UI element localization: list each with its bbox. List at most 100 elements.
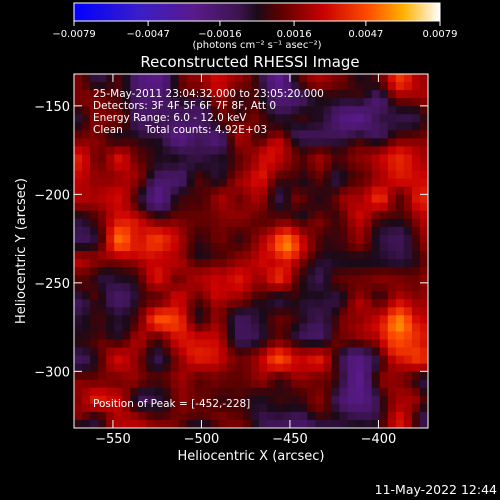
- heatmap-cell: [226, 90, 236, 99]
- heatmap-cell: [371, 419, 381, 429]
- heatmap-cell: [106, 202, 115, 212]
- heatmap-cell: [234, 114, 244, 123]
- heatmap-cell: [122, 194, 131, 204]
- heatmap-cell: [307, 170, 316, 179]
- heatmap-cell: [130, 170, 139, 179]
- heatmap-cell: [114, 395, 123, 405]
- heatmap-cell: [387, 154, 397, 163]
- heatmap-cell: [90, 387, 99, 397]
- heatmap-cell: [331, 138, 340, 147]
- heatmap-cell: [419, 194, 429, 204]
- heatmap-cell: [178, 411, 188, 421]
- heatmap-cell: [194, 251, 204, 260]
- heatmap-cell: [186, 154, 196, 163]
- heatmap-cell: [146, 315, 155, 324]
- heatmap-cell: [363, 122, 373, 131]
- heatmap-cell: [387, 387, 397, 397]
- heatmap-cell: [234, 202, 244, 212]
- colorbar-ticks: −0.0079 −0.0047 −0.0016 0.0016 0.0047 0.0079: [52, 21, 458, 40]
- heatmap-cell: [218, 395, 228, 405]
- heatmap-cell: [154, 355, 163, 365]
- heatmap-cell: [259, 395, 268, 405]
- heatmap-cell: [419, 371, 429, 381]
- heatmap-cell: [395, 90, 405, 99]
- heatmap-cell: [82, 154, 91, 163]
- heatmap-cell: [395, 403, 405, 413]
- heatmap-cell: [403, 299, 413, 308]
- heatmap-cell: [347, 218, 356, 228]
- heatmap-cell: [403, 154, 413, 163]
- heatmap-cell: [170, 106, 179, 115]
- heatmap-cell: [106, 186, 115, 196]
- heatmap-cell: [74, 363, 83, 373]
- heatmap-cell: [259, 90, 268, 99]
- heatmap-cell: [275, 242, 284, 252]
- heatmap-cell: [154, 162, 163, 171]
- heatmap-cell: [170, 210, 179, 220]
- heatmap-cell: [242, 355, 252, 365]
- heatmap-cell: [114, 234, 123, 244]
- heatmap-cell: [403, 275, 413, 284]
- heatmap-cell: [283, 90, 292, 99]
- y-tick-label: −250: [34, 277, 70, 292]
- heatmap-cell: [323, 355, 332, 365]
- heatmap-cell: [331, 259, 340, 268]
- heatmap-cell: [419, 98, 429, 107]
- heatmap-cell: [178, 146, 188, 155]
- heatmap-cell: [347, 267, 356, 276]
- heatmap-cell: [194, 98, 204, 107]
- heatmap-cell: [363, 194, 373, 204]
- heatmap-cell: [90, 275, 99, 284]
- heatmap-cell: [138, 323, 147, 332]
- heatmap-cell: [419, 379, 429, 389]
- heatmap-cell: [194, 114, 204, 123]
- heatmap-cell: [307, 371, 316, 381]
- heatmap-cell: [331, 315, 340, 324]
- heatmap-cell: [218, 106, 228, 115]
- heatmap-cell: [202, 323, 212, 332]
- heatmap-cell: [339, 355, 348, 365]
- heatmap-cell: [307, 387, 316, 397]
- heatmap-cell: [251, 347, 260, 356]
- heatmap-cell: [242, 339, 252, 348]
- heatmap-cell: [403, 114, 413, 123]
- heatmap-cell: [210, 299, 220, 308]
- heatmap-cell: [315, 283, 324, 292]
- heatmap-cell: [299, 339, 308, 348]
- heatmap-cell: [387, 226, 397, 236]
- heatmap-cell: [267, 347, 276, 356]
- heatmap-cell: [234, 291, 244, 300]
- heatmap-cell: [299, 202, 308, 212]
- heatmap-cell: [218, 74, 228, 83]
- heatmap-cell: [170, 170, 179, 179]
- heatmap-cell: [347, 226, 356, 236]
- heatmap-cell: [106, 411, 115, 421]
- heatmap-cell: [379, 98, 389, 107]
- heatmap-cell: [331, 355, 340, 365]
- heatmap-cell: [347, 74, 356, 83]
- heatmap-cell: [210, 154, 220, 163]
- heatmap-cell: [154, 267, 163, 276]
- heatmap-cell: [146, 170, 155, 179]
- heatmap-cell: [331, 379, 340, 389]
- heatmap-cell: [74, 178, 83, 188]
- heatmap-cell: [331, 162, 340, 171]
- heatmap-cell: [379, 363, 389, 373]
- heatmap-cell: [275, 355, 284, 365]
- heatmap-cell: [218, 323, 228, 332]
- heatmap-cell: [323, 363, 332, 373]
- heatmap-cell: [411, 154, 421, 163]
- heatmap-cell: [403, 202, 413, 212]
- heatmap-cell: [130, 355, 139, 365]
- heatmap-cell: [210, 218, 220, 228]
- heatmap-cell: [347, 339, 356, 348]
- heatmap-cell: [291, 355, 300, 365]
- heatmap-cell: [154, 387, 163, 397]
- heatmap-cell: [363, 146, 373, 155]
- heatmap-cell: [347, 387, 356, 397]
- heatmap-cell: [315, 315, 324, 324]
- heatmap-cell: [411, 355, 421, 365]
- heatmap-cell: [202, 339, 212, 348]
- heatmap-cell: [387, 114, 397, 123]
- heatmap-cell: [259, 130, 268, 139]
